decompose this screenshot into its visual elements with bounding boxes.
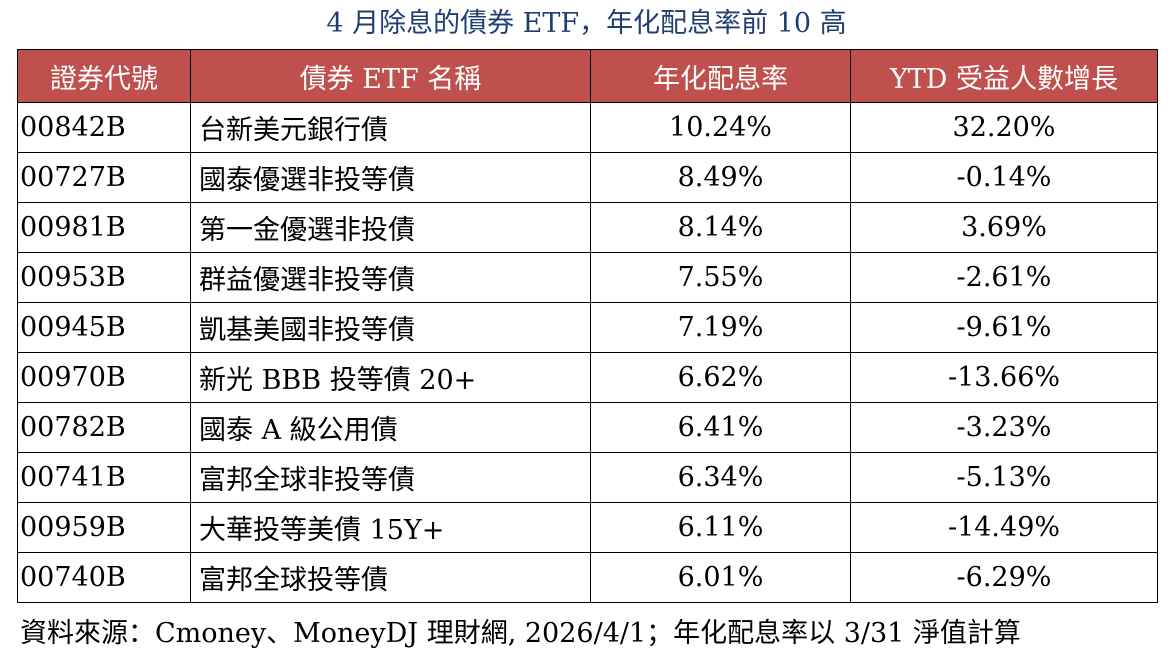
- cell-yield: 8.14%: [590, 202, 851, 253]
- header-yield: 年化配息率: [590, 49, 851, 103]
- cell-yield: 7.55%: [590, 252, 851, 303]
- cell-code: 00842B: [17, 102, 191, 153]
- cell-name: 國泰 A 級公用債: [190, 402, 591, 453]
- cell-name: 大華投等美債 15Y+: [190, 502, 591, 553]
- cell-yield: 6.01%: [590, 552, 851, 603]
- cell-code: 00945B: [17, 302, 191, 353]
- header-name: 債券 ETF 名稱: [190, 49, 591, 103]
- table-body: 00842B 台新美元銀行債 10.24% 32.20% 00727B 國泰優選…: [17, 102, 1158, 603]
- cell-name: 新光 BBB 投等債 20+: [190, 352, 591, 403]
- table-row: 00740B 富邦全球投等債 6.01% -6.29%: [17, 552, 1158, 603]
- cell-yield: 7.19%: [590, 302, 851, 353]
- cell-name: 群益優選非投等債: [190, 252, 591, 303]
- cell-holder-growth: -9.61%: [850, 302, 1158, 353]
- cell-name: 國泰優選非投等債: [190, 152, 591, 203]
- source-note: 資料來源：Cmoney、MoneyDJ 理財網, 2026/4/1；年化配息率以…: [20, 618, 1021, 649]
- cell-yield: 6.34%: [590, 452, 851, 503]
- cell-yield: 6.62%: [590, 352, 851, 403]
- table-row: 00741B 富邦全球非投等債 6.34% -5.13%: [17, 452, 1158, 503]
- cell-code: 00981B: [17, 202, 191, 253]
- table-row: 00970B 新光 BBB 投等債 20+ 6.62% -13.66%: [17, 352, 1158, 403]
- table-row: 00727B 國泰優選非投等債 8.49% -0.14%: [17, 152, 1158, 203]
- cell-code: 00741B: [17, 452, 191, 503]
- cell-yield: 6.41%: [590, 402, 851, 453]
- cell-name: 富邦全球非投等債: [190, 452, 591, 503]
- table-row: 00945B 凱基美國非投等債 7.19% -9.61%: [17, 302, 1158, 353]
- cell-holder-growth: -5.13%: [850, 452, 1158, 503]
- cell-holder-growth: 32.20%: [850, 102, 1158, 153]
- table-row: 00981B 第一金優選非投債 8.14% 3.69%: [17, 202, 1158, 253]
- cell-code: 00959B: [17, 502, 191, 553]
- cell-code: 00727B: [17, 152, 191, 203]
- cell-name: 凱基美國非投等債: [190, 302, 591, 353]
- cell-code: 00740B: [17, 552, 191, 603]
- cell-code: 00953B: [17, 252, 191, 303]
- cell-holder-growth: -6.29%: [850, 552, 1158, 603]
- cell-holder-growth: -3.23%: [850, 402, 1158, 453]
- cell-name: 富邦全球投等債: [190, 552, 591, 603]
- table-row: 00953B 群益優選非投等債 7.55% -2.61%: [17, 252, 1158, 303]
- table-row: 00842B 台新美元銀行債 10.24% 32.20%: [17, 102, 1158, 153]
- header-code: 證券代號: [17, 49, 191, 103]
- cell-code: 00970B: [17, 352, 191, 403]
- cell-holder-growth: -2.61%: [850, 252, 1158, 303]
- cell-holder-growth: 3.69%: [850, 202, 1158, 253]
- table-title: 4 月除息的債券 ETF，年化配息率前 10 高: [326, 8, 847, 39]
- cell-holder-growth: -14.49%: [850, 502, 1158, 553]
- cell-yield: 6.11%: [590, 502, 851, 553]
- cell-yield: 10.24%: [590, 102, 851, 153]
- header-holder-growth: YTD 受益人數增長: [850, 49, 1158, 103]
- table-row: 00782B 國泰 A 級公用債 6.41% -3.23%: [17, 402, 1158, 453]
- header-row: 證券代號 債券 ETF 名稱 年化配息率 YTD 受益人數增長: [17, 49, 1158, 103]
- cell-name: 第一金優選非投債: [190, 202, 591, 253]
- cell-holder-growth: -0.14%: [850, 152, 1158, 203]
- table-row: 00959B 大華投等美債 15Y+ 6.11% -14.49%: [17, 502, 1158, 553]
- bond-etf-table: 證券代號 債券 ETF 名稱 年化配息率 YTD 受益人數增長 00842B 台…: [17, 49, 1158, 603]
- table-header: 證券代號 債券 ETF 名稱 年化配息率 YTD 受益人數增長: [17, 49, 1158, 103]
- cell-holder-growth: -13.66%: [850, 352, 1158, 403]
- cell-code: 00782B: [17, 402, 191, 453]
- cell-yield: 8.49%: [590, 152, 851, 203]
- cell-name: 台新美元銀行債: [190, 102, 591, 153]
